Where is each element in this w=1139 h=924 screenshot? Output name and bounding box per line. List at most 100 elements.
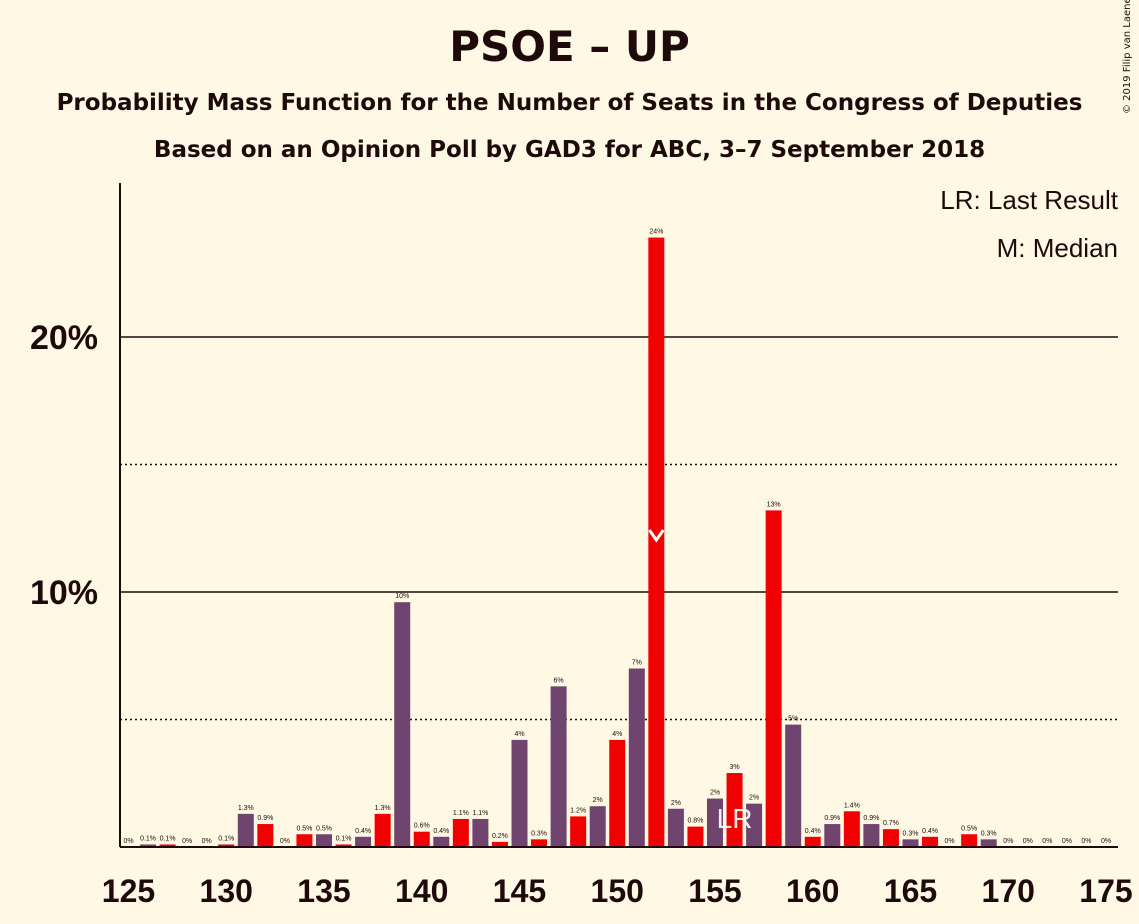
data-label-140: 0.6% (414, 823, 430, 830)
chart-source: Based on an Opinion Poll by GAD3 for ABC… (153, 137, 986, 163)
bar-155 (707, 798, 723, 847)
markers: LR (648, 529, 753, 834)
data-label-164: 0.7% (883, 820, 899, 827)
data-label-156: 3% (729, 764, 739, 771)
data-label-170: 0% (1003, 838, 1013, 845)
bar-141 (433, 836, 450, 847)
data-label-171: 0% (1023, 838, 1033, 845)
bar-158 (765, 510, 782, 847)
x-tick-label: 135 (297, 873, 350, 909)
x-tick-label: 175 (1079, 873, 1132, 909)
axes: 125 130 135 140 145 150 155 160 165 170 175 10% 20% (30, 183, 1133, 909)
data-label-144: 0.2% (492, 833, 508, 840)
bar-135 (316, 834, 332, 847)
bar-159 (785, 724, 802, 847)
data-labels: 0% 0.1% 0.1% 0% 0% 0.1%1.3%0.9%0%0.5% 0.5%0.1%… (123, 229, 1111, 845)
bar-137 (355, 836, 372, 847)
data-label-129: 0% (202, 838, 212, 845)
bar-150 (609, 739, 626, 847)
bar-134 (296, 834, 313, 847)
bar-160 (804, 836, 821, 847)
x-tick-label: 165 (884, 873, 937, 909)
chart-subtitle: Probability Mass Function for the Number… (56, 90, 1083, 116)
gridlines (120, 336, 1118, 721)
data-label-139: 10% (395, 593, 409, 600)
bar-130 (218, 844, 235, 847)
data-label-128: 0% (182, 838, 192, 845)
bar-132 (257, 824, 274, 847)
data-label-135: 0.5% (316, 825, 332, 832)
data-label-149: 2% (593, 797, 603, 804)
bar-162 (843, 811, 860, 847)
data-label-138: 1.3% (375, 805, 391, 812)
bar-156 (726, 773, 743, 847)
bar-165 (902, 839, 919, 847)
data-label-169: 0.3% (981, 830, 997, 837)
bar-145 (511, 739, 528, 847)
data-label-161: 0.9% (824, 815, 840, 822)
data-label-141: 0.4% (433, 828, 449, 835)
bar-139 (394, 602, 411, 847)
data-label-157: 2% (749, 795, 759, 802)
data-label-165: 0.3% (903, 830, 919, 837)
bar-164 (882, 829, 899, 847)
data-label-168: 0.5% (961, 825, 977, 832)
legend-last-result: LR: Last Result (940, 185, 1119, 215)
data-label-151: 7% (632, 660, 642, 667)
bar-143 (472, 818, 489, 847)
bar-163 (863, 824, 880, 847)
x-tick-label: 145 (493, 873, 546, 909)
bar-169 (980, 839, 997, 847)
data-label-153: 2% (671, 800, 681, 807)
data-label-160: 0.4% (805, 828, 821, 835)
y-tick-label: 20% (30, 319, 98, 357)
data-label-133: 0% (280, 838, 290, 845)
x-tick-label: 125 (102, 873, 155, 909)
bar-166 (922, 836, 939, 847)
data-label-131: 1.3% (238, 805, 254, 812)
x-tick-label: 160 (786, 873, 839, 909)
bars (140, 237, 997, 848)
bar-147 (550, 686, 567, 847)
bar-149 (589, 806, 606, 847)
data-label-130: 0.1% (218, 835, 234, 842)
data-label-158: 13% (767, 501, 781, 508)
data-label-175: 0% (1101, 838, 1111, 845)
data-label-134: 0.5% (296, 825, 312, 832)
x-tick-label: 155 (688, 873, 741, 909)
data-label-127: 0.1% (160, 835, 176, 842)
legend-median: M: Median (997, 233, 1118, 263)
bar-144 (491, 841, 508, 847)
data-label-126: 0.1% (140, 835, 156, 842)
data-label-132: 0.9% (257, 815, 273, 822)
data-label-148: 1.2% (570, 807, 586, 814)
data-label-167: 0% (945, 838, 955, 845)
last-result-marker: LR (717, 803, 753, 834)
data-label-143: 1.1% (472, 810, 488, 817)
data-label-142: 1.1% (453, 810, 469, 817)
median-marker (648, 529, 665, 543)
bar-138 (374, 813, 391, 847)
bar-157 (746, 803, 763, 847)
x-tick-label: 140 (395, 873, 448, 909)
bar-146 (531, 839, 548, 847)
x-tick-label: 150 (591, 873, 644, 909)
bar-148 (570, 816, 587, 847)
bar-154 (687, 826, 704, 847)
chart-title: PSOE – UP (449, 22, 690, 71)
data-label-145: 4% (514, 731, 524, 738)
bar-126 (140, 844, 157, 847)
bar-153 (667, 808, 684, 847)
data-label-162: 1.4% (844, 802, 860, 809)
data-label-172: 0% (1042, 838, 1052, 845)
bar-131 (237, 813, 254, 847)
data-label-163: 0.9% (863, 815, 879, 822)
x-tick-label: 170 (982, 873, 1035, 909)
data-label-136: 0.1% (336, 835, 352, 842)
bar-140 (413, 831, 430, 847)
data-label-147: 6% (554, 677, 564, 684)
data-label-155: 2% (710, 790, 720, 797)
bar-136 (335, 844, 352, 847)
data-label-125: 0% (123, 838, 133, 845)
